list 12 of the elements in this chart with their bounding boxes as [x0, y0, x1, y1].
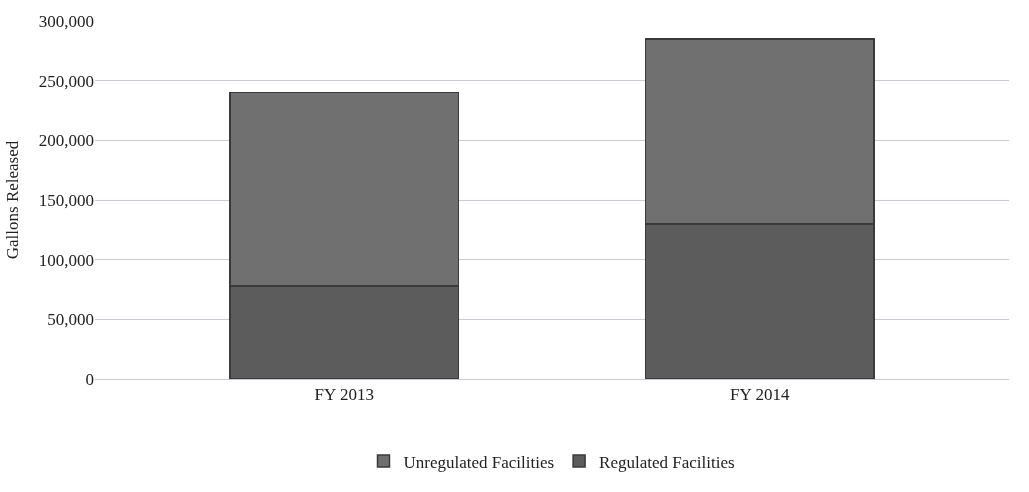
- y-tick-label: 100,000: [38, 250, 94, 270]
- legend-label: Regulated Facilities: [599, 452, 735, 472]
- y-tick-label: 300,000: [38, 11, 94, 31]
- y-tick-label: 0: [85, 369, 94, 389]
- x-tick-label: FY 2014: [730, 385, 790, 405]
- y-tick-label: 250,000: [38, 71, 94, 91]
- y-tick-label: 150,000: [38, 190, 94, 210]
- legend-label: Unregulated Facilities: [403, 452, 555, 472]
- y-tick-label: 200,000: [38, 131, 94, 151]
- y-axis-title: Gallons Released: [3, 140, 23, 260]
- y-tick-label: 50,000: [47, 310, 94, 330]
- x-tick-label: FY 2013: [314, 385, 374, 405]
